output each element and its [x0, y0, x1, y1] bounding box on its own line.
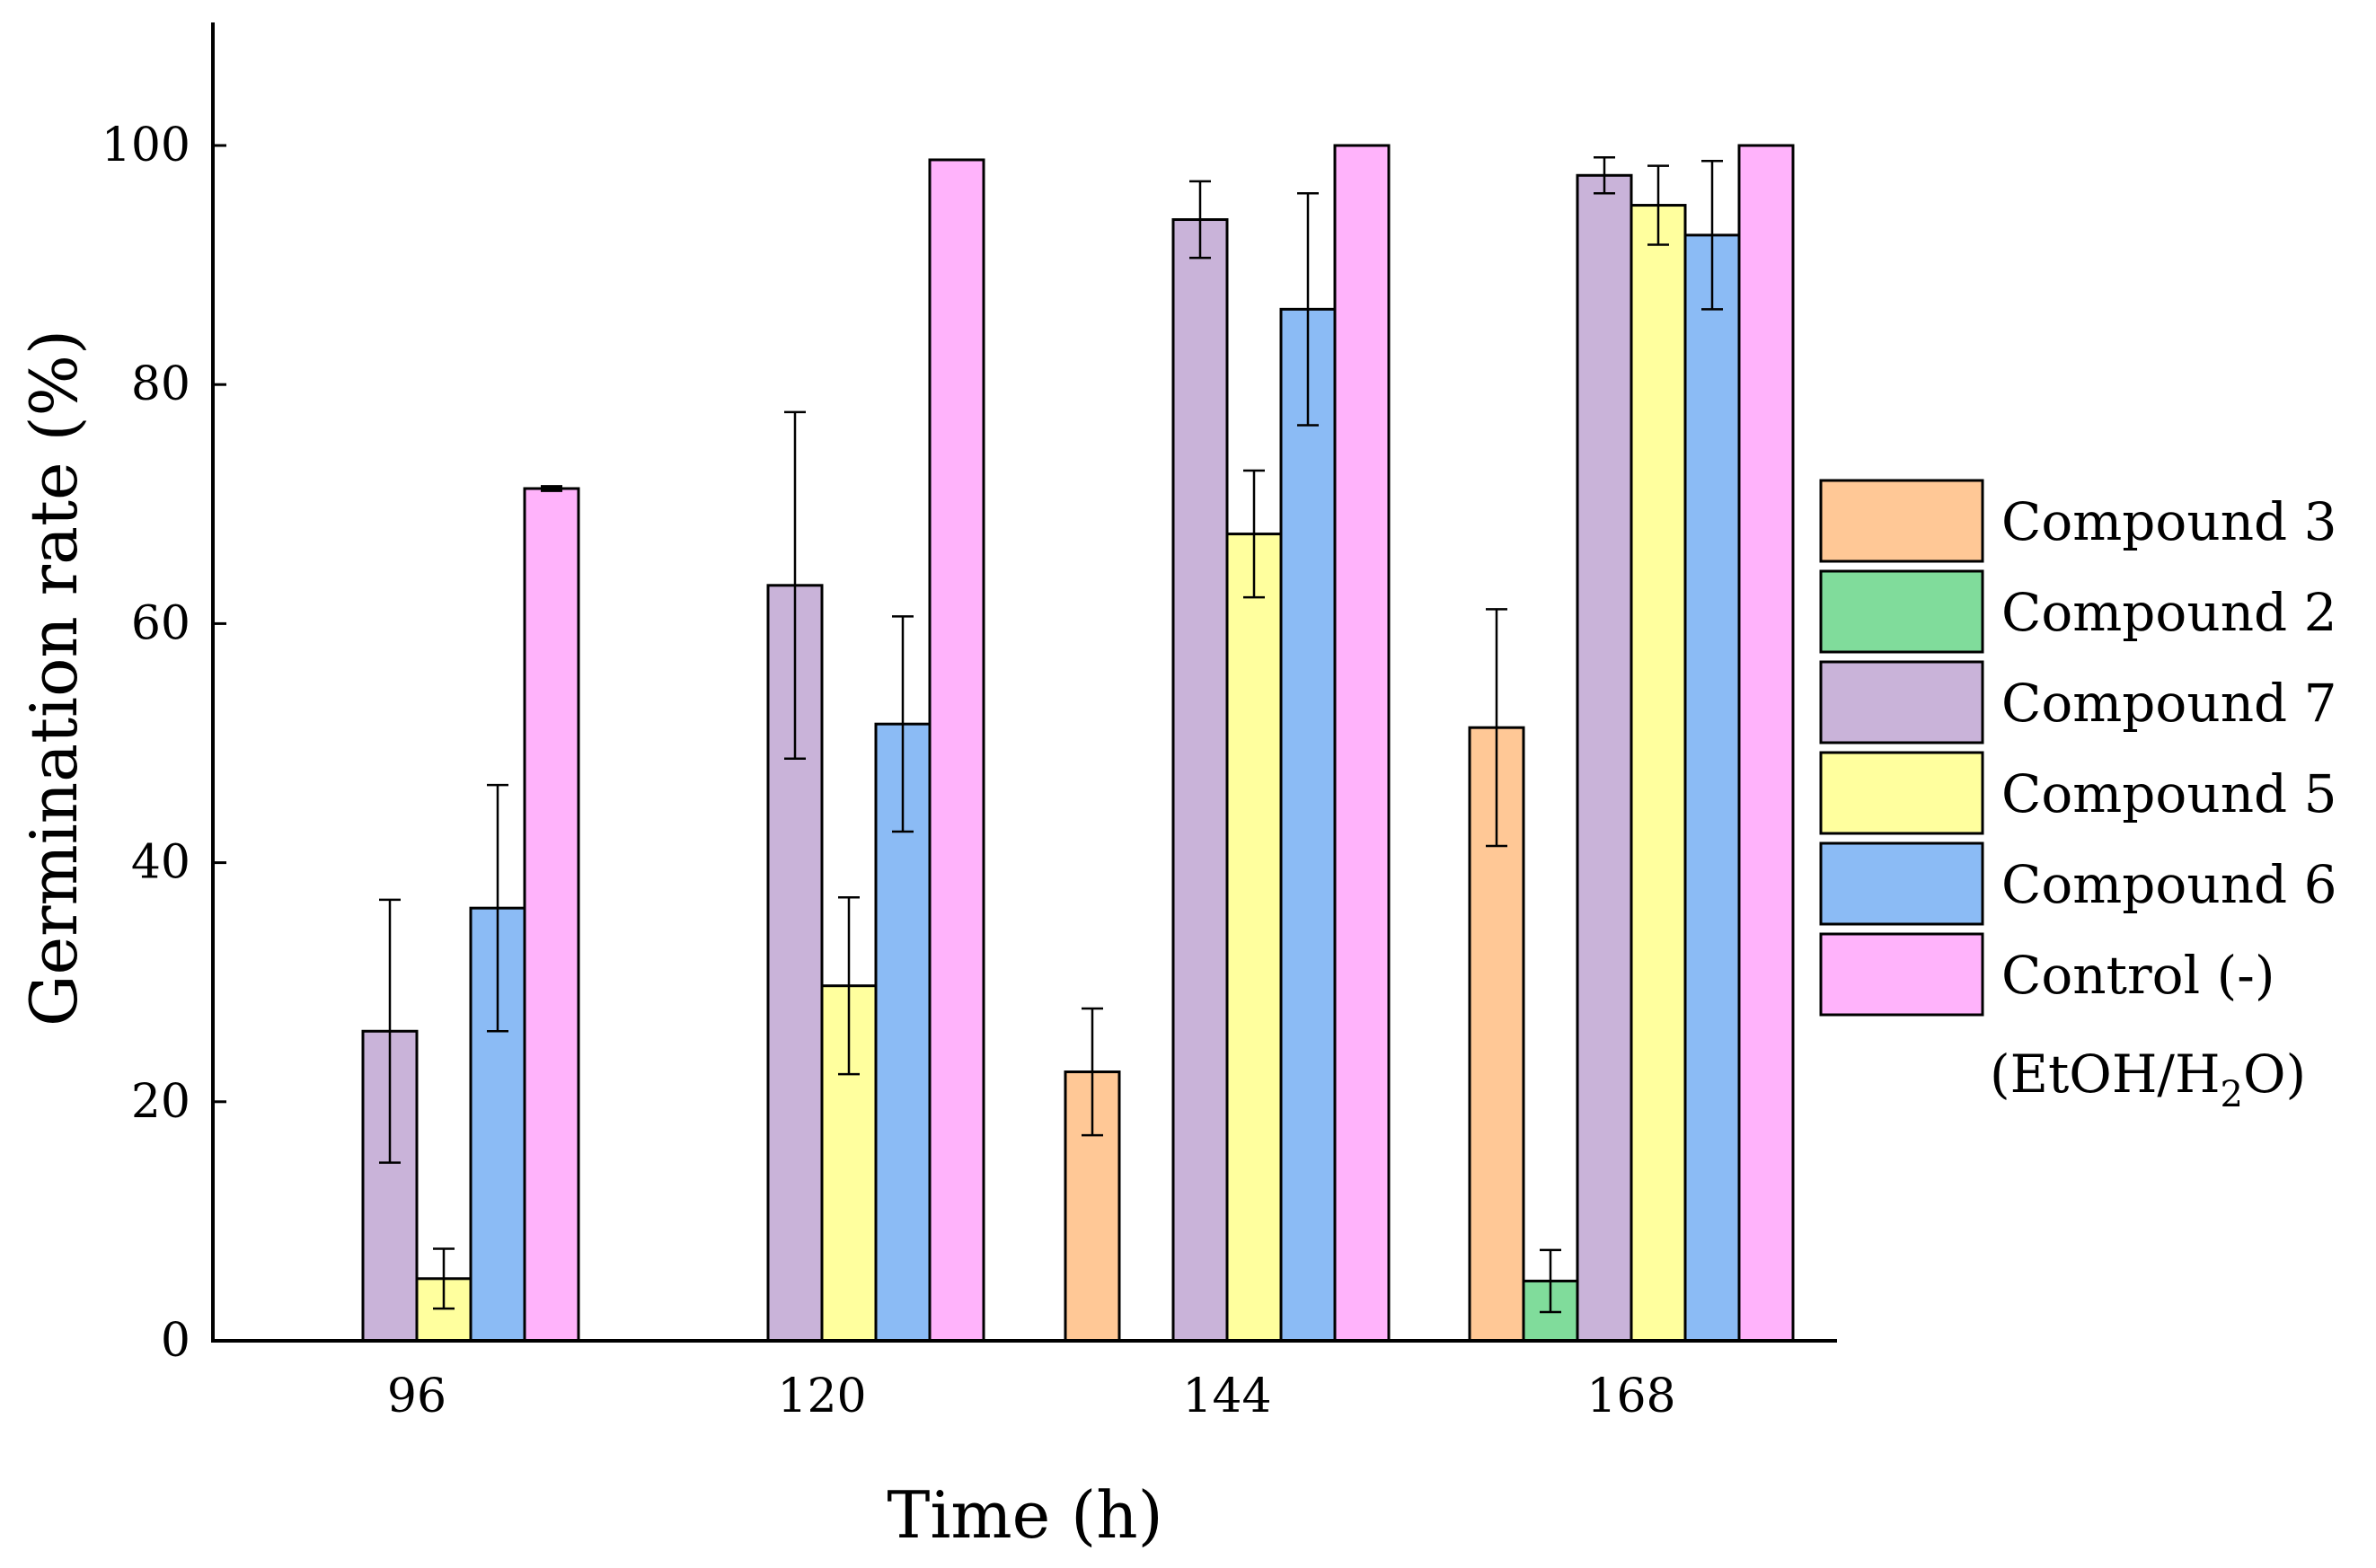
error-bars-layer: [379, 156, 1723, 1314]
legend-swatch-compound-6: [1819, 841, 1984, 926]
x-tick-label: 120: [777, 1370, 866, 1423]
y-tick-label: 20: [131, 1075, 190, 1129]
error-bar-compound-5-96: [433, 1247, 455, 1310]
error-bar-compound-3-144: [1082, 1007, 1103, 1137]
legend-label-compound-7: Compound 7: [2001, 673, 2337, 734]
y-ticks: 0 20 40 60 80 100: [102, 119, 226, 1368]
legend-control-subtitle-post: O): [2243, 1044, 2306, 1105]
legend-swatch-compound-7: [1819, 660, 1984, 744]
error-bar-compound-7-96: [379, 898, 401, 1164]
bar-compound-7-144: [1171, 218, 1229, 1343]
bar-compound-5-144: [1225, 533, 1283, 1343]
legend-swatch-control: [1819, 932, 1984, 1017]
bar-control-144: [1333, 144, 1391, 1343]
error-bar-compound-5-120: [838, 895, 860, 1076]
legend-swatch-compound-5: [1819, 751, 1984, 835]
x-tick-label: 144: [1182, 1370, 1271, 1423]
bar-control-96: [523, 487, 580, 1343]
legend-swatch-compound-3: [1819, 479, 1984, 563]
x-tick-label: 96: [387, 1370, 446, 1423]
bar-control-168: [1737, 144, 1795, 1343]
x-tick-label: 168: [1586, 1370, 1675, 1423]
error-bar-compound-6-144: [1297, 191, 1319, 427]
error-bar-compound-3-168: [1486, 608, 1507, 848]
legend-control-subtitle-pre: (EtOH/H: [1990, 1044, 2221, 1105]
legend-swatch-compound-2: [1819, 569, 1984, 654]
y-tick-label: 80: [131, 357, 190, 411]
x-ticks: 96 120 144 168: [387, 1327, 1676, 1423]
y-tick-label: 0: [161, 1314, 190, 1368]
bar-compound-6-168: [1683, 233, 1741, 1343]
y-axis-title: Germination rate (%): [16, 330, 92, 1026]
error-bar-compound-2-168: [1540, 1248, 1561, 1314]
axes-layer: [211, 22, 1837, 1343]
y-tick-label: 100: [102, 119, 190, 172]
y-tick-label: 40: [131, 836, 190, 890]
legend: (EtOH/H2O) Compound 3 Compound 2 Compound …: [1819, 479, 2337, 1115]
error-bar-compound-6-96: [487, 783, 508, 1033]
legend-control-subtitle: (EtOH/H2O): [1990, 1044, 2306, 1115]
legend-label-control: Control (-): [2001, 945, 2274, 1006]
error-bar-compound-7-168: [1594, 156, 1615, 195]
legend-label-compound-5: Compound 5: [2001, 763, 2337, 824]
error-bar-compound-7-120: [784, 410, 806, 761]
bar-compound-6-144: [1279, 307, 1337, 1343]
legend-control-subtitle-sub: 2: [2221, 1074, 2243, 1115]
error-bar-compound-7-144: [1189, 180, 1211, 260]
bar-compound-7-120: [766, 584, 824, 1343]
error-bar-compound-5-168: [1647, 164, 1669, 246]
bar-compound-5-168: [1630, 204, 1687, 1343]
bar-compound-7-168: [1576, 173, 1633, 1343]
error-bar-control-96: [541, 485, 562, 492]
legend-label-compound-2: Compound 2: [2001, 582, 2337, 643]
error-bar-compound-5-144: [1243, 469, 1265, 599]
y-tick-label: 60: [131, 596, 190, 650]
bars-layer: [361, 144, 1795, 1343]
error-bar-compound-6-120: [892, 615, 914, 833]
error-bar-compound-6-168: [1701, 160, 1723, 311]
x-axis-title: Time (h): [887, 1477, 1162, 1553]
legend-label-compound-3: Compound 3: [2001, 491, 2337, 552]
legend-label-compound-6: Compound 6: [2001, 854, 2337, 915]
bar-control-120: [928, 158, 985, 1343]
